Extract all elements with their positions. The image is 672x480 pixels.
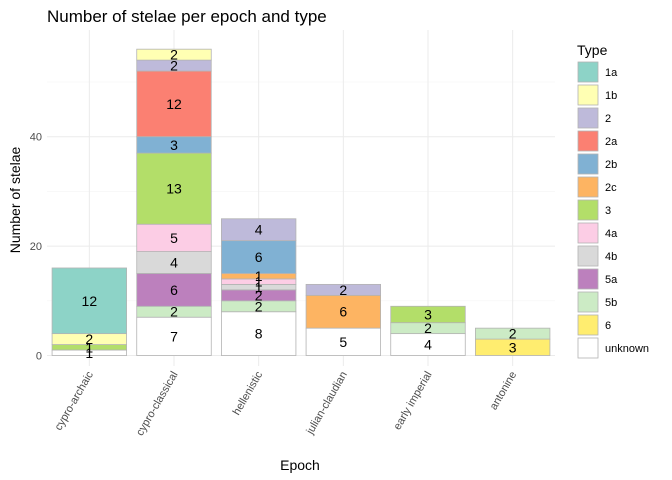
legend-label: 2c: [605, 182, 617, 194]
bar-data-label: 1: [255, 279, 263, 295]
bar-data-label: 6: [170, 282, 178, 298]
x-axis-title: Epoch: [280, 457, 320, 473]
x-axis-ticks: cypro-archaic cypro-classical hellenistic j…: [53, 369, 520, 438]
legend-key: [577, 176, 599, 198]
legend-key: [577, 268, 599, 290]
bar-data-label: 1: [255, 268, 263, 284]
legend-label: 5a: [605, 274, 618, 286]
legend-title: Type: [577, 42, 608, 58]
bar-data-label: 3: [170, 137, 178, 153]
legend-key: [577, 153, 599, 175]
bar-data-label: 3: [509, 339, 517, 355]
x-tick-label: cypro-classical: [134, 370, 180, 438]
legend-key: [577, 222, 599, 244]
y-axis-ticks: 0 20 40: [30, 132, 42, 363]
bar-segment: [136, 273, 212, 307]
bar-data-label: 2: [255, 287, 263, 303]
x-tick-label: hellenistic: [231, 369, 266, 417]
legend-label: 1b: [605, 90, 617, 102]
legend-label: 6: [605, 320, 611, 332]
bar-segment: [221, 218, 297, 242]
bar-data-label: 3: [424, 306, 432, 322]
bar-data-label: 12: [166, 96, 182, 112]
bar-data-label: 1: [85, 345, 93, 361]
bar-data-label: 4: [255, 222, 263, 238]
bar-data-label: 2: [85, 331, 93, 347]
bar-data-label: 2: [424, 320, 432, 336]
bar-segment: [305, 327, 381, 356]
bar-data-label: 6: [255, 249, 263, 265]
legend-label: unknown: [605, 343, 649, 355]
bar-data-label: 4: [170, 255, 178, 271]
legend-key: [577, 199, 599, 221]
x-tick-label: antonine: [488, 370, 520, 413]
legend-key: [577, 84, 599, 106]
bar-segment: [136, 152, 212, 225]
y-tick-label: 40: [30, 132, 42, 144]
bar-segment: [390, 305, 466, 324]
bar-segment: [305, 283, 381, 296]
bar-segment: [51, 267, 127, 335]
legend-label: 2b: [605, 159, 617, 171]
bars: [51, 48, 551, 356]
bar-data-label: 13: [166, 181, 182, 197]
bar-data-label: 2: [170, 304, 178, 320]
bar-data-label: 2: [339, 282, 347, 298]
bar-data-label: 1: [85, 339, 93, 355]
bar-data-label: 5: [339, 334, 347, 350]
bar-segment: [136, 223, 212, 252]
legend: Type 1a 1b 2 2a 2b 2c 3 4a 4b 5a 5b 6 unknown: [577, 42, 649, 359]
x-tick-label: cypro-archaic: [53, 369, 97, 433]
legend-label: 5b: [605, 297, 617, 309]
y-axis-title: Number of stelae: [7, 146, 23, 253]
chart-title: Number of stelae per epoch and type: [47, 7, 327, 26]
bar-data-label: 1: [255, 274, 263, 290]
legend-key: [577, 291, 599, 313]
legend-label: 4a: [605, 228, 618, 240]
legend-label: 2: [605, 113, 611, 125]
legend-key: [577, 337, 599, 359]
legend-key: [577, 61, 599, 83]
bar-segment: [221, 240, 297, 274]
bar-segment: [136, 316, 212, 356]
legend-label: 3: [605, 205, 611, 217]
bar-segment: [305, 294, 381, 329]
bar-data-label: 2: [170, 58, 178, 74]
bar-segment: [136, 48, 212, 61]
y-tick-label: 20: [30, 241, 42, 253]
bar-data-label: 6: [339, 304, 347, 320]
y-tick-label: 0: [36, 351, 42, 363]
bar-segment: [136, 70, 212, 138]
bar-data-label: 4: [424, 337, 432, 353]
legend-label: 2a: [605, 136, 618, 148]
bar-segment: [475, 327, 551, 340]
bar-data-label: 2: [509, 326, 517, 342]
legend-key: [577, 130, 599, 152]
bar-data-label: 12: [82, 293, 98, 309]
legend-key: [577, 245, 599, 267]
bar-segment: [221, 311, 297, 356]
bar-data-label: 2: [170, 47, 178, 63]
legend-key: [577, 107, 599, 129]
bar-data-label: 8: [255, 326, 263, 342]
bar-data-label: 7: [170, 328, 178, 344]
legend-label: 1a: [605, 67, 618, 79]
legend-key: [577, 314, 599, 336]
x-tick-label: early imperial: [391, 370, 434, 433]
legend-label: 4b: [605, 251, 617, 263]
x-tick-label: julian-claudian: [304, 370, 350, 438]
bar-data-label: 5: [170, 230, 178, 246]
bar-data-label: 2: [255, 298, 263, 314]
